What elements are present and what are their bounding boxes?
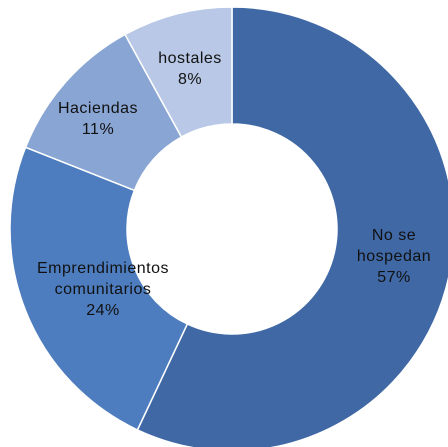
donut-segment xyxy=(136,6,448,447)
category-label: Haciendas xyxy=(57,100,139,117)
segment-label: Haciendas 11% xyxy=(38,98,158,140)
value-label: 57% xyxy=(377,269,411,286)
segment-label: No se hospedan 57% xyxy=(335,225,448,288)
category-label: Emprendimientos comunitarios xyxy=(37,260,169,298)
donut-segment xyxy=(9,146,189,431)
value-label: 11% xyxy=(81,121,115,138)
category-label: No se hospedan xyxy=(356,227,432,265)
value-label: 24% xyxy=(86,302,120,319)
segment-label: Emprendimientos comunitarios 24% xyxy=(28,258,178,321)
segment-label: hostales 8% xyxy=(135,48,245,90)
donut-segment xyxy=(124,6,233,139)
value-label: 8% xyxy=(177,71,203,88)
category-label: hostales xyxy=(158,50,222,67)
